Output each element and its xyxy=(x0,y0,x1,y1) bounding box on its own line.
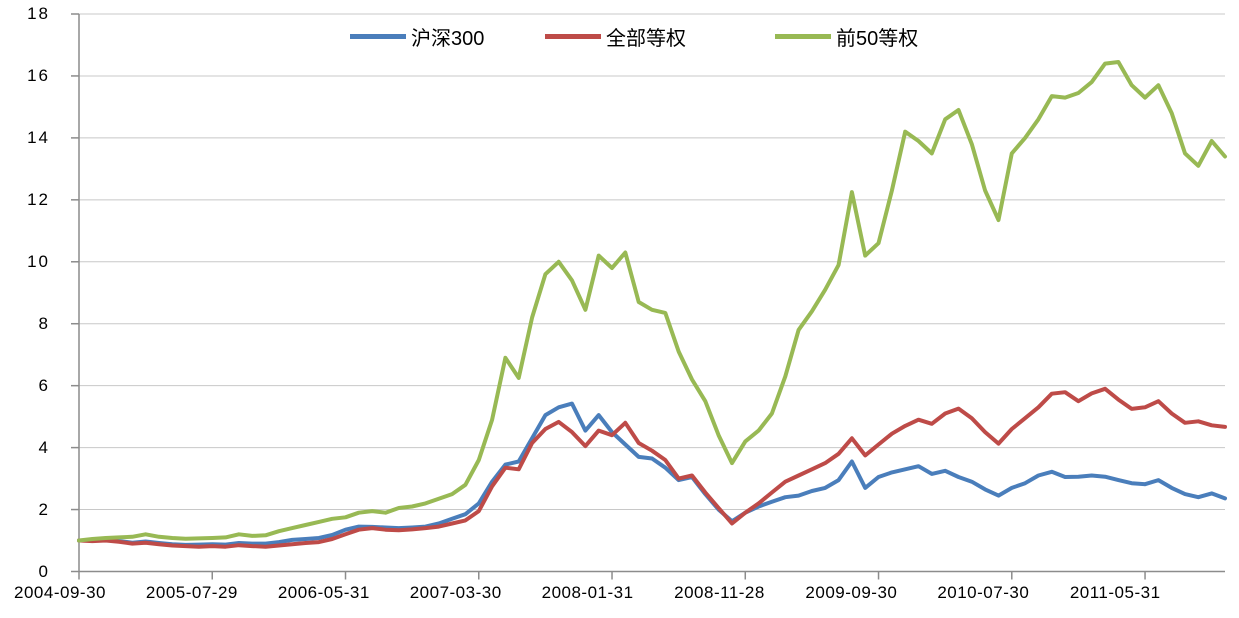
y-tick-label: 8 xyxy=(38,313,50,333)
y-tick-label: 16 xyxy=(27,65,50,85)
y-tick-label: 6 xyxy=(38,375,50,395)
csi300-line-swatch xyxy=(350,34,406,39)
line-all-equal-weight xyxy=(77,386,1227,549)
line-csi300 xyxy=(77,401,1227,547)
y-tick-label: 18 xyxy=(27,4,50,23)
x-tick-label: 2008-01-31 xyxy=(541,583,634,602)
y-tick-label: 2 xyxy=(38,499,50,519)
line-top50-equal-weight xyxy=(77,60,1227,543)
legend-label-csi300: 沪深300 xyxy=(411,28,485,50)
y-tick-label: 12 xyxy=(27,189,50,209)
legend-label-top50-equal-weight: 前50等权 xyxy=(836,28,919,50)
chart-legend: 沪深300 全部等权 前50等权 xyxy=(0,0,1239,52)
x-tick-label: 2008-11-28 xyxy=(674,583,765,602)
y-tick-label: 14 xyxy=(27,127,50,147)
legend-label-all-equal-weight: 全部等权 xyxy=(606,28,686,50)
x-tick-label: 2004-09-30 xyxy=(14,583,106,602)
x-tick-label: 2007-03-30 xyxy=(409,583,502,602)
legend-item-top50-equal-weight: 前50等权 xyxy=(775,22,918,51)
legend-item-all-equal-weight: 全部等权 xyxy=(545,22,686,51)
top50-equal-weight-line-swatch xyxy=(775,34,831,39)
all-equal-weight-line-swatch xyxy=(545,34,601,39)
x-tick-label: 2005-07-29 xyxy=(145,583,238,602)
y-tick-label: 4 xyxy=(38,437,50,457)
legend-item-csi300: 沪深300 xyxy=(350,22,484,51)
y-tick-label: 10 xyxy=(27,251,50,271)
x-tick-label: 2010-07-30 xyxy=(937,583,1030,602)
y-tick-label: 0 xyxy=(38,561,50,581)
x-tick-label: 2006-05-31 xyxy=(277,583,370,602)
x-tick-label: 2009-09-30 xyxy=(805,583,898,602)
x-tick-label: 2011-05-31 xyxy=(1069,583,1161,602)
